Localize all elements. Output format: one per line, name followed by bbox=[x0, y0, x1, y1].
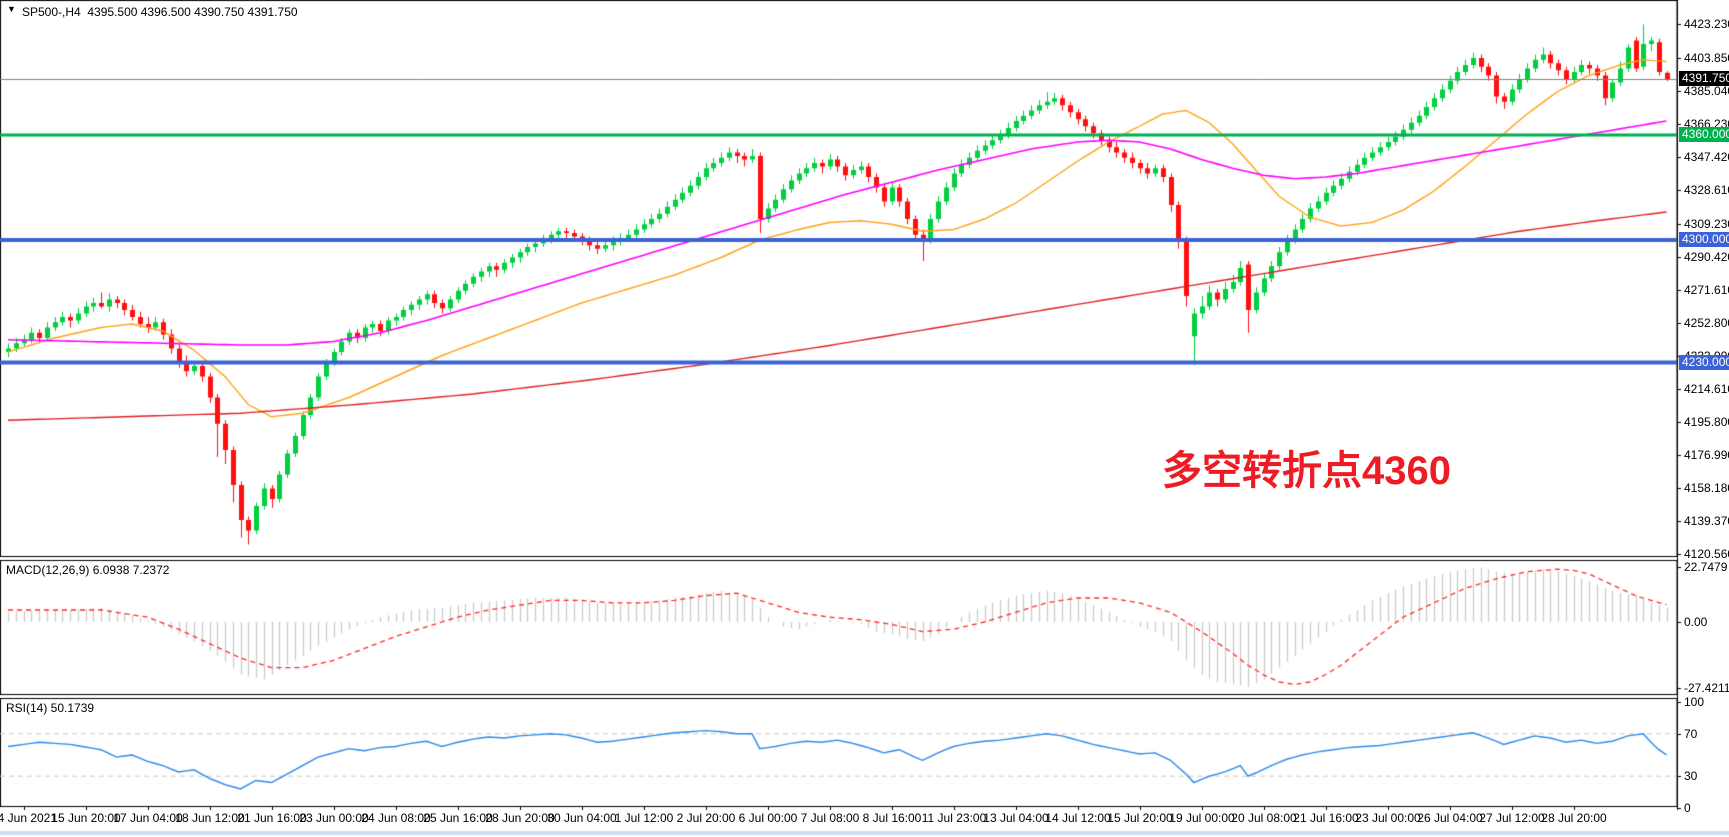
price-axis-label[interactable]: 4252.800 bbox=[1684, 315, 1729, 330]
price-axis-label[interactable]: 4195.800 bbox=[1684, 415, 1729, 430]
hline-price-badge: 4360.000 bbox=[1679, 127, 1729, 142]
annotation-text: 多空转折点4360 bbox=[1162, 449, 1451, 493]
time-axis-label[interactable]: 19 Jul 00:00 bbox=[1169, 811, 1235, 825]
macd-indicator-label: MACD(12,26,9) 6.0938 7.2372 bbox=[6, 563, 170, 577]
time-axis-label[interactable]: 23 Jul 00:00 bbox=[1355, 811, 1421, 825]
macd-axis-label[interactable]: 22.7479 bbox=[1684, 560, 1728, 575]
ohlc-values: 4395.500 4396.500 4390.750 4391.750 bbox=[87, 5, 298, 19]
rsi-axis-label[interactable]: 70 bbox=[1684, 726, 1698, 741]
rsi-indicator-label: RSI(14) 50.1739 bbox=[6, 701, 95, 715]
time-axis-label[interactable]: 20 Jul 08:00 bbox=[1231, 811, 1297, 825]
time-axis-label[interactable]: 11 Jul 23:00 bbox=[921, 811, 987, 825]
time-axis-label[interactable]: 14 Jun 2021 bbox=[0, 811, 58, 825]
time-axis-label[interactable]: 8 Jul 16:00 bbox=[862, 811, 922, 825]
time-axis-label[interactable]: 25 Jun 16:00 bbox=[423, 811, 493, 825]
time-axis-label[interactable]: 23 Jun 00:00 bbox=[299, 811, 369, 825]
macd-axis-label[interactable]: 0.00 bbox=[1684, 615, 1708, 629]
price-axis-label[interactable]: 4290.420 bbox=[1684, 249, 1729, 264]
price-axis-label[interactable]: 4120.560 bbox=[1684, 547, 1729, 562]
time-axis-label[interactable]: 6 Jul 00:00 bbox=[738, 811, 798, 825]
time-axis-label[interactable]: 14 Jul 12:00 bbox=[1045, 811, 1111, 825]
symbol-dropdown-icon[interactable]: ▼ bbox=[7, 4, 16, 14]
price-axis-label[interactable]: 4309.230 bbox=[1684, 216, 1729, 231]
time-axis-label[interactable]: 2 Jul 20:00 bbox=[676, 811, 736, 825]
time-axis-label[interactable]: 1 Jul 12:00 bbox=[614, 811, 674, 825]
rsi-axis-label[interactable]: 0 bbox=[1684, 801, 1691, 815]
price-axis-label[interactable]: 4214.610 bbox=[1684, 382, 1729, 397]
time-axis-label[interactable]: 26 Jul 04:00 bbox=[1417, 811, 1483, 825]
rsi-axis-label[interactable]: 30 bbox=[1684, 769, 1698, 784]
price-axis-label[interactable]: 4347.420 bbox=[1684, 150, 1729, 164]
time-axis-label[interactable]: 28 Jun 20:00 bbox=[485, 811, 555, 825]
symbol-period: SP500-,H4 bbox=[22, 5, 81, 19]
time-axis-label[interactable]: 18 Jun 12:00 bbox=[175, 811, 245, 825]
time-axis-label[interactable]: 28 Jul 20:00 bbox=[1541, 811, 1607, 825]
time-axis-label[interactable]: 15 Jun 20:00 bbox=[51, 811, 121, 825]
time-axis-label[interactable]: 21 Jun 16:00 bbox=[237, 811, 307, 825]
price-axis-label[interactable]: 4271.610 bbox=[1684, 282, 1729, 297]
price-axis-label[interactable]: 4385.040 bbox=[1684, 84, 1729, 99]
hline-price-badge: 4230.000 bbox=[1679, 354, 1729, 370]
price-axis-label[interactable]: 4403.850 bbox=[1684, 51, 1729, 66]
time-axis-label[interactable]: 17 Jun 04:00 bbox=[113, 811, 183, 825]
time-axis-label[interactable]: 21 Jul 16:00 bbox=[1293, 811, 1359, 825]
time-axis-label[interactable]: 15 Jul 20:00 bbox=[1107, 811, 1173, 825]
price-axis-label[interactable]: 4423.230 bbox=[1684, 17, 1729, 32]
chart-title: SP500-,H4 4395.500 4396.500 4390.750 439… bbox=[22, 5, 298, 19]
macd-axis-label[interactable]: -27.4211 bbox=[1684, 680, 1729, 695]
price-axis-label[interactable]: 4328.610 bbox=[1684, 182, 1729, 197]
rsi-axis-label[interactable]: 100 bbox=[1684, 695, 1705, 709]
price-axis-label[interactable]: 4158.180 bbox=[1684, 481, 1729, 496]
hline-price-badge: 4300.000 bbox=[1679, 232, 1729, 247]
price-axis-label[interactable]: 4139.370 bbox=[1684, 514, 1729, 529]
current-price-badge: 4391.750 bbox=[1679, 71, 1729, 87]
time-axis-label[interactable]: 7 Jul 08:00 bbox=[800, 811, 860, 825]
time-axis-label[interactable]: 13 Jul 04:00 bbox=[983, 811, 1049, 825]
time-axis-label[interactable]: 27 Jul 12:00 bbox=[1479, 811, 1545, 825]
time-axis-label[interactable]: 30 Jun 04:00 bbox=[547, 811, 617, 825]
time-axis-label[interactable]: 24 Jun 08:00 bbox=[361, 811, 431, 825]
price-axis-label[interactable]: 4176.990 bbox=[1684, 448, 1729, 463]
